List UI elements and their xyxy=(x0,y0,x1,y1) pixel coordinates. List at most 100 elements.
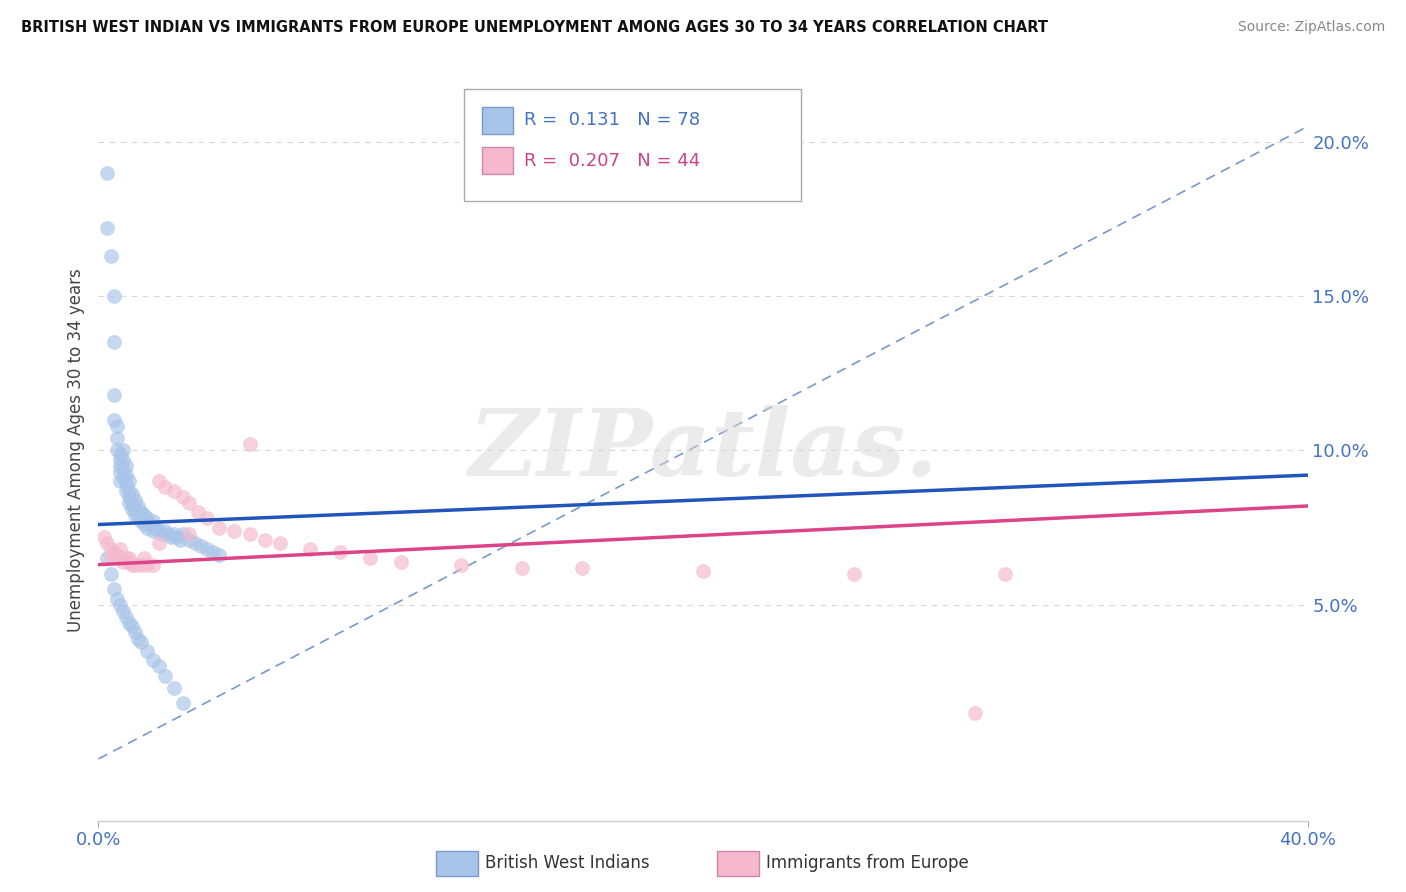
Point xyxy=(111,554,134,569)
Point xyxy=(195,542,218,557)
Point xyxy=(129,515,152,529)
Point xyxy=(150,526,173,541)
Point xyxy=(148,524,170,538)
Point xyxy=(111,604,134,618)
Point xyxy=(108,446,131,460)
Point xyxy=(142,524,165,538)
Point xyxy=(96,221,118,235)
Point xyxy=(156,526,179,541)
Point xyxy=(124,558,146,572)
Point xyxy=(111,471,134,485)
Text: R =  0.207   N = 44: R = 0.207 N = 44 xyxy=(524,152,700,169)
Point xyxy=(172,490,194,504)
Point xyxy=(124,508,146,523)
Point xyxy=(195,511,218,525)
Y-axis label: Unemployment Among Ages 30 to 34 years: Unemployment Among Ages 30 to 34 years xyxy=(66,268,84,632)
Point xyxy=(103,545,125,559)
Point xyxy=(121,486,143,500)
Point xyxy=(100,566,122,581)
Point xyxy=(105,418,128,433)
Point xyxy=(450,558,472,572)
Point xyxy=(111,443,134,458)
Point xyxy=(142,515,165,529)
Point xyxy=(105,443,128,458)
Point xyxy=(360,551,382,566)
Point xyxy=(108,475,131,489)
Point xyxy=(118,490,141,504)
Point xyxy=(100,542,122,557)
Point xyxy=(114,468,136,483)
Point xyxy=(184,536,207,550)
Text: BRITISH WEST INDIAN VS IMMIGRANTS FROM EUROPE UNEMPLOYMENT AMONG AGES 30 TO 34 Y: BRITISH WEST INDIAN VS IMMIGRANTS FROM E… xyxy=(21,20,1047,35)
Point xyxy=(179,496,201,510)
Point xyxy=(172,697,194,711)
Point xyxy=(114,483,136,498)
Point xyxy=(108,542,131,557)
Point xyxy=(124,625,146,640)
Point xyxy=(96,551,118,566)
Point xyxy=(148,536,170,550)
Point xyxy=(121,619,143,633)
Text: British West Indians: British West Indians xyxy=(485,855,650,872)
Point xyxy=(118,616,141,631)
Point xyxy=(96,536,118,550)
Point xyxy=(103,289,125,303)
Point xyxy=(179,526,201,541)
Point xyxy=(148,475,170,489)
Point xyxy=(239,526,262,541)
Point xyxy=(105,549,128,563)
Point xyxy=(93,530,115,544)
Point xyxy=(118,496,141,510)
Point xyxy=(269,536,291,550)
Point xyxy=(132,551,155,566)
Point xyxy=(103,582,125,597)
Text: Source: ZipAtlas.com: Source: ZipAtlas.com xyxy=(1237,20,1385,34)
Point xyxy=(108,551,131,566)
Point xyxy=(510,560,533,574)
Point xyxy=(145,520,167,534)
Point xyxy=(105,431,128,445)
Text: ZIPatlas.: ZIPatlas. xyxy=(468,406,938,495)
Point xyxy=(124,492,146,507)
Point xyxy=(329,545,352,559)
Point xyxy=(100,551,122,566)
Point xyxy=(253,533,276,547)
Point xyxy=(108,452,131,467)
Text: R =  0.131   N = 78: R = 0.131 N = 78 xyxy=(524,112,700,129)
Point xyxy=(166,530,188,544)
Point xyxy=(163,681,186,695)
Point xyxy=(118,551,141,566)
Point xyxy=(135,558,157,572)
Point xyxy=(239,437,262,451)
Point xyxy=(163,526,186,541)
Point xyxy=(571,560,593,574)
Point xyxy=(224,524,246,538)
Point xyxy=(114,551,136,566)
Point xyxy=(135,520,157,534)
Point xyxy=(108,598,131,612)
Point xyxy=(100,249,122,263)
Point xyxy=(299,542,322,557)
Point xyxy=(142,653,165,667)
Point xyxy=(129,634,152,648)
Point xyxy=(105,591,128,606)
Point xyxy=(114,477,136,491)
Point xyxy=(139,517,162,532)
Point xyxy=(121,502,143,516)
Point xyxy=(111,452,134,467)
Point xyxy=(96,166,118,180)
Point xyxy=(114,610,136,624)
Point xyxy=(124,502,146,516)
Point xyxy=(121,496,143,510)
Point xyxy=(163,483,186,498)
Point xyxy=(172,526,194,541)
Point xyxy=(692,564,714,578)
Point xyxy=(103,335,125,350)
Point xyxy=(108,458,131,473)
Point xyxy=(127,632,149,646)
Point xyxy=(187,505,209,519)
Point xyxy=(153,668,176,682)
Point xyxy=(127,508,149,523)
Point xyxy=(179,533,201,547)
Point xyxy=(844,566,866,581)
